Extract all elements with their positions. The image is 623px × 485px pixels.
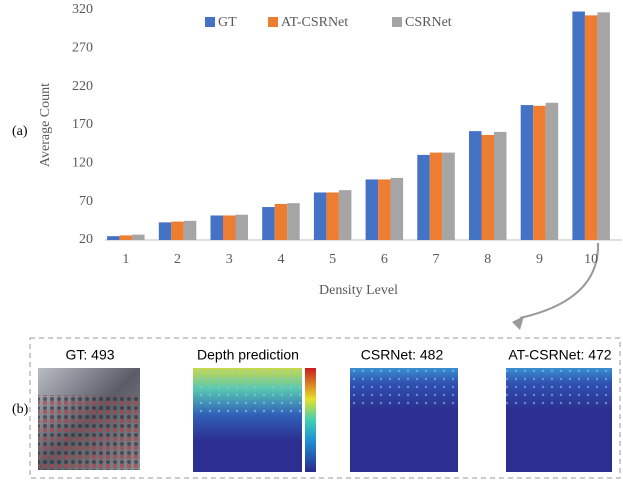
legend-swatch bbox=[392, 17, 402, 27]
bar bbox=[338, 190, 352, 240]
panel-label: (b) bbox=[12, 402, 29, 417]
y-tick-label: 170 bbox=[72, 117, 93, 132]
density-map bbox=[506, 368, 612, 408]
caption: Depth prediction bbox=[197, 347, 299, 363]
bar bbox=[481, 134, 494, 240]
x-tick-label: 7 bbox=[433, 252, 440, 267]
x-tick-label: 8 bbox=[484, 252, 491, 267]
bar bbox=[378, 179, 391, 240]
bar bbox=[572, 11, 585, 241]
bar bbox=[223, 215, 236, 240]
x-tick-label: 9 bbox=[536, 252, 543, 267]
arrow bbox=[519, 242, 600, 319]
x-tick-label: 2 bbox=[174, 252, 181, 267]
panel-b-frame bbox=[29, 337, 621, 479]
bar bbox=[132, 234, 145, 240]
panel-label: (a) bbox=[12, 124, 28, 139]
density-map bbox=[350, 368, 458, 408]
bar bbox=[429, 152, 443, 240]
bar bbox=[262, 207, 275, 240]
bar bbox=[235, 214, 248, 240]
bar bbox=[274, 203, 288, 240]
x-axis-label: Density Level bbox=[319, 283, 398, 298]
legend-label: AT-CSRNet bbox=[281, 15, 348, 30]
legend-label: CSRNet bbox=[405, 15, 452, 30]
bar bbox=[158, 222, 172, 240]
bar bbox=[365, 179, 379, 240]
bar bbox=[442, 152, 455, 240]
bar bbox=[210, 215, 223, 240]
bar bbox=[390, 177, 404, 240]
colorbar bbox=[305, 368, 316, 472]
bar bbox=[183, 220, 197, 240]
x-tick-label: 3 bbox=[226, 252, 233, 267]
arrowhead bbox=[512, 316, 524, 330]
x-tick-label: 5 bbox=[329, 252, 336, 267]
y-tick-label: 70 bbox=[79, 194, 93, 209]
legend-swatch bbox=[268, 17, 278, 27]
bar bbox=[597, 12, 610, 240]
caption: AT-CSRNet: 472 bbox=[508, 347, 611, 363]
legend-label: GT bbox=[218, 15, 237, 30]
x-tick-label: 1 bbox=[122, 252, 129, 267]
bar bbox=[545, 102, 559, 241]
bar bbox=[171, 221, 184, 240]
y-tick-label: 20 bbox=[79, 232, 93, 247]
y-tick-label: 120 bbox=[72, 156, 93, 171]
bar bbox=[107, 236, 120, 240]
y-tick-label: 270 bbox=[72, 41, 93, 56]
y-tick-label: 320 bbox=[72, 2, 93, 17]
x-tick-label: 6 bbox=[381, 252, 388, 267]
crowd-image bbox=[38, 395, 140, 470]
bar bbox=[533, 105, 546, 240]
bar bbox=[494, 131, 507, 240]
legend-swatch bbox=[205, 17, 215, 27]
bar bbox=[520, 105, 534, 240]
caption: CSRNet: 482 bbox=[361, 347, 444, 363]
x-tick-label: 10 bbox=[584, 252, 598, 267]
bar bbox=[119, 235, 133, 240]
bar bbox=[326, 192, 339, 240]
bar bbox=[469, 131, 482, 240]
x-tick-label: 4 bbox=[277, 252, 284, 267]
bar bbox=[417, 154, 430, 240]
caption: GT: 493 bbox=[65, 347, 114, 363]
y-tick-label: 220 bbox=[72, 79, 93, 94]
bar bbox=[584, 15, 598, 240]
depth-map bbox=[193, 368, 302, 413]
y-axis-label: Average Count bbox=[38, 83, 53, 167]
bar bbox=[287, 203, 300, 240]
bar bbox=[313, 192, 327, 240]
